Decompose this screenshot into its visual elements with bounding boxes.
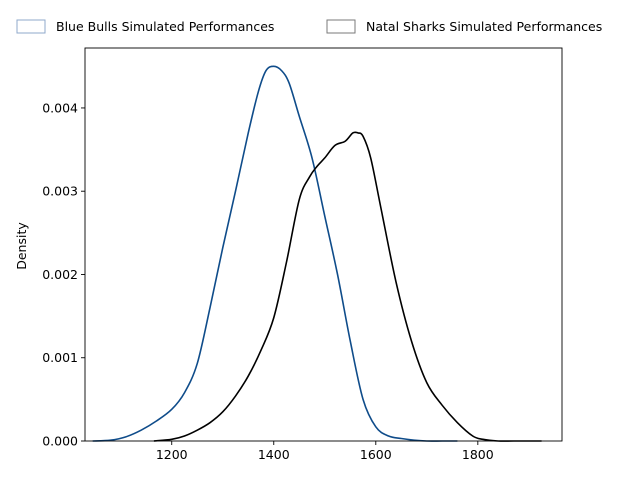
- legend-swatch-blue-bulls: [16, 19, 46, 34]
- x-tick-label: 1200: [156, 447, 188, 462]
- x-tick-label: 1600: [360, 447, 392, 462]
- x-tick-label: 1800: [462, 447, 494, 462]
- x-axis: 1200 1400 1600 1800: [156, 441, 494, 462]
- y-tick-label: 0.002: [42, 267, 78, 282]
- plot-frame: [84, 47, 563, 442]
- y-tick-label: 0.004: [42, 100, 78, 115]
- y-tick-label: 0.001: [42, 350, 78, 365]
- series-line-natal-sharks: [153, 131, 542, 442]
- legend-label-blue-bulls: Blue Bulls Simulated Performances: [56, 19, 274, 34]
- y-axis: 0.000 0.001 0.002 0.003 0.004: [42, 100, 85, 449]
- series-line-blue-bulls: [92, 65, 458, 442]
- plot-area: [84, 47, 563, 442]
- y-tick-label: 0.000: [42, 434, 78, 449]
- legend: Blue Bulls Simulated Performances Natal …: [16, 19, 602, 34]
- y-tick-label: 0.003: [42, 184, 78, 199]
- legend-label-natal-sharks: Natal Sharks Simulated Performances: [366, 19, 602, 34]
- y-axis-label: Density: [14, 222, 29, 270]
- legend-swatch-natal-sharks: [326, 19, 356, 34]
- x-tick-label: 1400: [258, 447, 290, 462]
